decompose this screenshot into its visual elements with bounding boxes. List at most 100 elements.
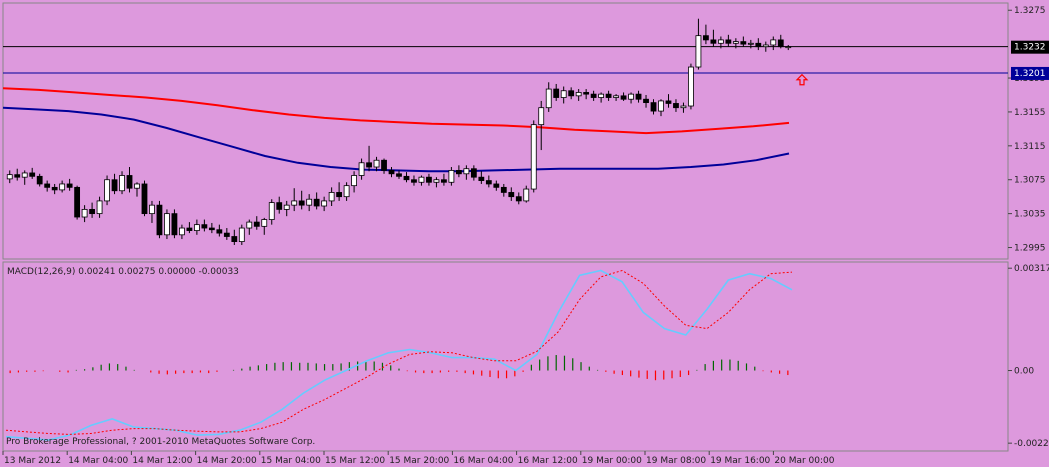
up-arrow-icon xyxy=(795,73,809,86)
macd-pane-frame xyxy=(2,261,1009,452)
bear-candle xyxy=(381,159,387,171)
bear-candle xyxy=(605,93,612,98)
bull-candle xyxy=(358,162,365,176)
bear-candle xyxy=(44,183,51,188)
bear-candle xyxy=(703,35,709,41)
time-tick-label: 14 Mar 12:00 xyxy=(132,456,192,466)
bull-candle xyxy=(291,200,298,206)
bull-candle xyxy=(545,88,552,109)
bull-candle xyxy=(762,44,769,48)
bear-candle xyxy=(725,39,732,44)
bull-candle xyxy=(658,100,664,112)
bear-candle xyxy=(74,186,81,218)
copyright-text: Pro Brokerage Professional, ? 2001-2010 … xyxy=(6,437,315,447)
time-tick-label: 19 Mar 00:00 xyxy=(582,456,642,466)
bull-candle xyxy=(351,175,357,187)
bull-candle xyxy=(747,42,754,45)
price-tick-label: 1.3115 xyxy=(1014,142,1046,152)
bear-candle xyxy=(650,102,657,112)
time-tick-label: 15 Mar 04:00 xyxy=(261,456,321,466)
bull-candle xyxy=(418,176,425,183)
time-tick-label: 14 Mar 20:00 xyxy=(197,456,257,466)
time-tick-label: 19 Mar 08:00 xyxy=(646,456,706,466)
bear-candle xyxy=(455,170,462,175)
bear-candle xyxy=(403,175,410,181)
candles xyxy=(6,18,792,245)
bear-candle xyxy=(156,204,163,236)
bull-candle xyxy=(598,93,605,98)
bull-candle xyxy=(193,224,200,231)
bear-candle xyxy=(216,229,223,234)
bull-candle xyxy=(785,46,792,49)
bull-candle xyxy=(179,227,185,236)
bull-candle xyxy=(560,90,567,98)
bear-candle xyxy=(141,183,148,215)
bull-candle xyxy=(6,174,13,180)
bull-candle xyxy=(717,39,724,44)
time-tick-label: 13 Mar 2012 xyxy=(4,456,61,466)
macd-tick-label: 0.00317 xyxy=(1014,264,1049,274)
bull-candle xyxy=(283,204,290,210)
time-tick-label: 16 Mar 12:00 xyxy=(518,456,578,466)
bull-candle xyxy=(373,159,380,168)
bear-candle xyxy=(590,93,597,98)
bear-candle xyxy=(366,162,372,168)
bear-candle xyxy=(186,227,193,231)
bull-candle xyxy=(96,200,103,215)
bear-candle xyxy=(441,179,447,183)
bear-candle xyxy=(298,200,305,206)
bull-candle xyxy=(321,200,328,207)
bear-candle xyxy=(777,39,784,48)
bear-candle xyxy=(66,183,73,188)
bear-candle xyxy=(14,174,21,178)
macd-indicator-label: MACD(12,26,9) 0.00241 0.00275 0.00000 -0… xyxy=(7,267,239,277)
bear-candle xyxy=(396,173,402,177)
bull-candle xyxy=(575,92,582,97)
bear-candle xyxy=(740,41,747,45)
bear-candle xyxy=(29,172,36,177)
bear-candle xyxy=(208,227,215,231)
bull-candle xyxy=(433,179,440,183)
bull-candle xyxy=(149,204,155,215)
moving-averages xyxy=(2,87,790,173)
bull-candle xyxy=(538,107,545,126)
bull-candle xyxy=(523,188,530,202)
moving-average-red xyxy=(2,87,790,135)
price-pane-frame xyxy=(2,2,1009,260)
bear-candle xyxy=(755,42,762,48)
macd-tick-label: 0.00 xyxy=(1014,367,1034,377)
bear-candle xyxy=(485,180,492,185)
bear-candle xyxy=(710,39,717,44)
time-tick-label: 15 Mar 20:00 xyxy=(389,456,449,466)
bull-candle xyxy=(119,175,125,192)
bear-candle xyxy=(388,170,395,175)
bear-candle xyxy=(673,103,679,109)
time-tick-label: 20 Mar 00:00 xyxy=(774,456,834,466)
macd-lines xyxy=(5,269,793,441)
moving-average-blue xyxy=(2,106,790,173)
axis-ticks: 1.32751.31951.31551.31151.30751.30351.29… xyxy=(2,6,1049,466)
signal-line xyxy=(5,269,793,435)
bear-candle xyxy=(643,98,649,104)
current-price-tag-label: 1.3232 xyxy=(1014,43,1046,53)
bear-candle xyxy=(553,88,560,98)
bear-candle xyxy=(500,186,507,193)
bull-candle xyxy=(343,185,350,198)
bull-candle xyxy=(104,179,110,202)
bull-candle xyxy=(246,221,253,229)
bull-candle xyxy=(134,183,140,189)
bear-candle xyxy=(493,183,500,188)
bear-candle xyxy=(635,93,642,100)
bear-candle xyxy=(223,232,230,237)
bear-candle xyxy=(336,192,343,198)
bear-candle xyxy=(411,179,417,183)
bear-candle xyxy=(583,92,590,95)
bear-candle xyxy=(508,192,515,198)
time-tick-label: 16 Mar 04:00 xyxy=(453,456,513,466)
bull-candle xyxy=(448,170,455,183)
bull-candle xyxy=(21,172,28,178)
bull-candle xyxy=(770,39,777,46)
bear-candle xyxy=(126,175,133,189)
